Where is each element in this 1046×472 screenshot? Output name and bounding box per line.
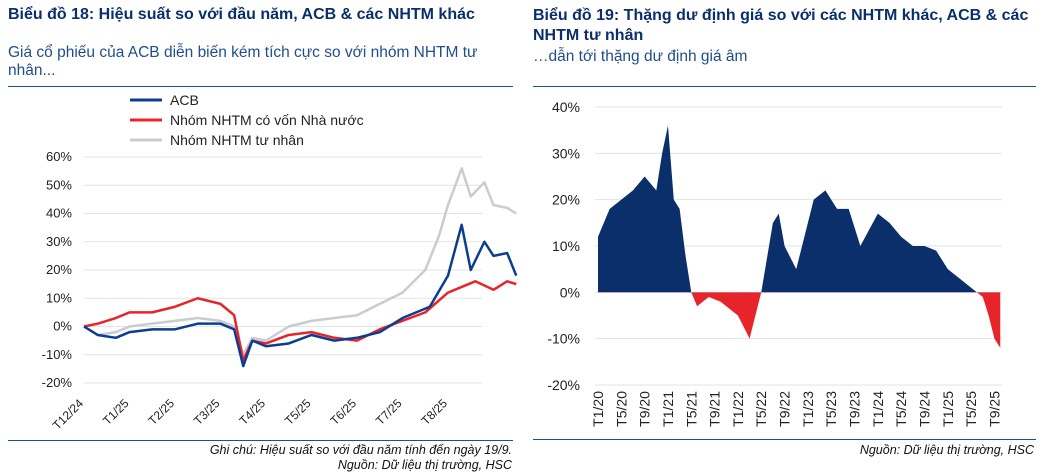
y-tick-label: 10% bbox=[46, 290, 72, 305]
x-tick-label: T1/21 bbox=[660, 391, 676, 427]
divider bbox=[533, 86, 1036, 87]
y-tick-label: 0% bbox=[53, 319, 72, 334]
series-line-2 bbox=[83, 167, 517, 356]
x-tick-label: T1/23 bbox=[800, 391, 816, 427]
x-tick-label: T1/24 bbox=[870, 391, 886, 427]
x-tick-label: T9/23 bbox=[847, 391, 863, 427]
x-tick-label: T5/23 bbox=[823, 391, 839, 427]
series-line-1 bbox=[83, 280, 517, 362]
x-tick-label: T8/25 bbox=[419, 396, 451, 428]
x-tick-label: T9/24 bbox=[916, 391, 932, 427]
x-tick-label: T9/21 bbox=[707, 391, 723, 427]
x-tick-label: T5/24 bbox=[893, 391, 909, 427]
legend-label: Nhóm NHTM có vốn Nhà nước bbox=[170, 112, 364, 128]
y-tick-label: -10% bbox=[547, 331, 580, 347]
y-tick-label: 30% bbox=[552, 145, 580, 161]
x-tick-label: T1/20 bbox=[590, 391, 606, 427]
y-tick-label: 20% bbox=[552, 192, 580, 208]
y-tick-label: -10% bbox=[42, 347, 73, 362]
legend-label: ACB bbox=[170, 92, 199, 108]
x-tick-label: T1/25 bbox=[100, 396, 132, 428]
x-tick-label: T2/25 bbox=[146, 396, 178, 428]
x-tick-label: T1/22 bbox=[730, 391, 746, 427]
chart18-plot: -20% -10% 0% 10% 20% 30% 40% 50% 60% T12/24 T1/25 T… bbox=[42, 92, 518, 433]
chart18-source: Nguồn: Dữ liệu thị trường, HSC bbox=[337, 458, 512, 472]
divider bbox=[8, 440, 513, 441]
x-tick-label: T3/25 bbox=[191, 396, 223, 428]
x-tick-label: T12/24 bbox=[50, 396, 87, 433]
y-tick-label: 0% bbox=[560, 284, 580, 300]
x-tick-label: T9/22 bbox=[777, 391, 793, 427]
x-tick-label: T7/25 bbox=[373, 396, 405, 428]
x-tick-label: T5/25 bbox=[282, 396, 314, 428]
chart19-plot: -20% -10% 0% 10% 20% 30% 40% T1/20 T5/20 T9/20 T1/… bbox=[547, 99, 1002, 427]
positive-area bbox=[598, 125, 1001, 293]
x-tick-label: T9/25 bbox=[986, 391, 1002, 427]
y-tick-label: 30% bbox=[46, 234, 72, 249]
y-tick-label: -20% bbox=[547, 377, 580, 393]
divider bbox=[8, 86, 513, 87]
chart19-title: Biểu đồ 19: Thặng dư định giá so với các… bbox=[533, 7, 1029, 44]
y-tick-label: 50% bbox=[46, 177, 72, 192]
chart18-title: Biểu đồ 18: Hiệu suất so với đầu năm, AC… bbox=[8, 6, 475, 23]
chart19-subtitle: …dẫn tới thặng dư định giá âm bbox=[533, 48, 748, 65]
x-tick-label: T9/20 bbox=[637, 391, 653, 427]
chart18-note: Ghi chú: Hiệu suất so với đầu năm tính đ… bbox=[209, 443, 512, 457]
x-tick-label: T5/20 bbox=[613, 391, 629, 427]
x-tick-label: T5/21 bbox=[683, 391, 699, 427]
chart19-source: Nguồn: Dữ liệu thị trường, HSC bbox=[859, 443, 1034, 457]
x-tick-label: T5/22 bbox=[753, 391, 769, 427]
legend-label: Nhóm NHTM tư nhân bbox=[170, 132, 304, 148]
negative-area bbox=[691, 292, 1001, 348]
y-tick-label: -20% bbox=[42, 375, 73, 390]
x-tick-label: T5/25 bbox=[963, 391, 979, 427]
chart18-subtitle: Giá cổ phiếu của ACB diễn biến kém tích … bbox=[8, 44, 478, 79]
y-tick-label: 40% bbox=[46, 206, 72, 221]
y-tick-label: 40% bbox=[552, 99, 580, 115]
x-tick-label: T1/25 bbox=[940, 391, 956, 427]
y-tick-label: 20% bbox=[46, 262, 72, 277]
series-line-0 bbox=[83, 223, 518, 368]
divider bbox=[533, 439, 1036, 440]
x-tick-label: T4/25 bbox=[237, 396, 269, 428]
y-tick-label: 10% bbox=[552, 238, 580, 254]
y-tick-label: 60% bbox=[46, 149, 72, 164]
x-tick-label: T6/25 bbox=[328, 396, 360, 428]
